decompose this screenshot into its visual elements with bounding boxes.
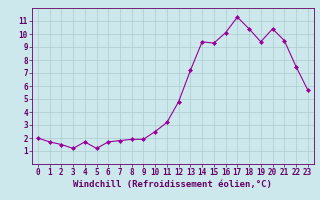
X-axis label: Windchill (Refroidissement éolien,°C): Windchill (Refroidissement éolien,°C): [73, 180, 272, 189]
